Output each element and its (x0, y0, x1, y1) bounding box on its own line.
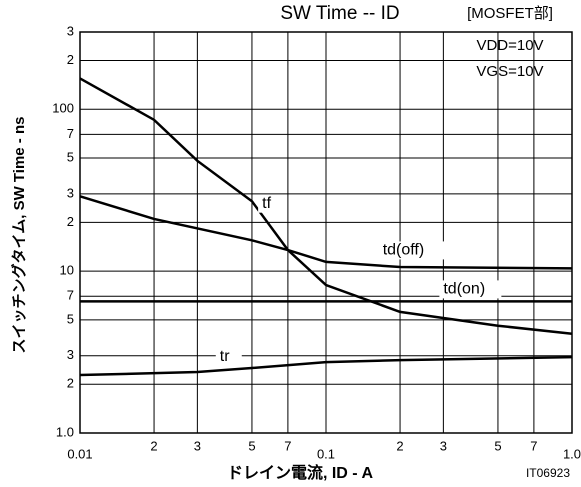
y-tick-label: 100 (52, 101, 74, 116)
y-tick-label: 7 (67, 126, 74, 141)
chart-subtitle: [MOSFET部] (467, 5, 553, 22)
y-tick-label: 5 (67, 149, 74, 164)
y-tick-label: 7 (67, 288, 74, 303)
annotation: VGS=10V (476, 63, 543, 80)
x-tick-label: 0.1 (317, 446, 335, 461)
x-tick-label: 3 (440, 438, 447, 453)
series-label: td(on) (443, 281, 485, 298)
x-tick-label: 2 (396, 438, 403, 453)
y-tick-label: 3 (67, 23, 74, 38)
x-tick-label: 7 (530, 438, 537, 453)
chart-title: SW Time -- ID (280, 3, 399, 24)
y-tick-label: 1.0 (56, 424, 74, 439)
x-axis-label: ドレイン電流, ID - A (227, 463, 374, 482)
x-tick-label: 5 (494, 438, 501, 453)
annotation: VDD=10V (476, 37, 543, 54)
label-bg (439, 280, 502, 299)
x-tick-label: 5 (248, 438, 255, 453)
y-tick-label: 5 (67, 311, 74, 326)
series-line (79, 355, 573, 377)
label-bg (215, 347, 242, 366)
x-tick-label: 3 (194, 438, 201, 453)
x-tick-label: 0.01 (67, 446, 92, 461)
series-label: tr (220, 348, 230, 365)
x-tick-label: 1.0 (563, 446, 581, 461)
label-bg (378, 241, 450, 260)
y-tick-label: 2 (67, 52, 74, 67)
series-label: tf (262, 195, 271, 212)
y-tick-label: 10 (60, 263, 74, 278)
series-label: td(off) (383, 242, 425, 259)
series-line (79, 195, 573, 270)
y-tick-label: 3 (67, 347, 74, 362)
y-axis-label: スイッチングタイム, SW Time - ns (10, 117, 28, 354)
plot-frame (79, 31, 573, 434)
y-tick-label: 2 (67, 214, 74, 229)
x-tick-label: 7 (284, 438, 291, 453)
y-tick-label: 3 (67, 185, 74, 200)
x-tick-label: 2 (150, 438, 157, 453)
y-tick-label: 2 (67, 376, 74, 391)
label-bg (258, 194, 285, 213)
figure-code: IT06923 (526, 466, 570, 480)
